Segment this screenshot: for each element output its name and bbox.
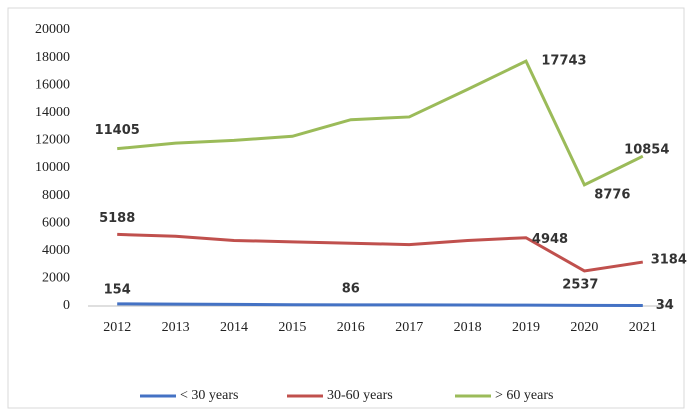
y-tick-label: 14000 [35, 105, 70, 120]
y-tick-label: 12000 [35, 133, 70, 148]
legend-label: 30-60 years [327, 388, 393, 403]
y-tick-label: 0 [63, 298, 70, 313]
data-label: 86 [342, 281, 360, 296]
data-label: 3184 [651, 253, 687, 268]
y-tick-label: 16000 [35, 77, 70, 92]
x-tick-label: 2021 [629, 320, 657, 335]
y-tick-label: 20000 [35, 22, 70, 37]
data-label: 154 [104, 282, 131, 297]
x-tick-label: 2014 [220, 320, 248, 335]
y-tick-label: 4000 [42, 243, 70, 258]
y-tick-label: 8000 [42, 188, 70, 203]
x-tick-label: 2013 [162, 320, 190, 335]
x-tick-label: 2019 [512, 320, 540, 335]
y-tick-label: 10000 [35, 160, 70, 175]
x-tick-label: 2017 [395, 320, 423, 335]
series-line [117, 59, 644, 187]
data-label: 5188 [99, 211, 135, 226]
x-tick-label: 2020 [570, 320, 598, 335]
series-line [117, 232, 644, 273]
x-tick-label: 2018 [454, 320, 482, 335]
legend-label: < 30 years [180, 388, 238, 403]
x-tick-label: 2012 [103, 320, 131, 335]
chart-frame [7, 7, 685, 409]
data-label: 11405 [95, 123, 140, 138]
data-label: 4948 [532, 232, 568, 247]
y-tick-label: 18000 [35, 50, 70, 65]
data-label: 17743 [541, 54, 586, 69]
legend-label: > 60 years [495, 388, 553, 403]
y-tick-label: 6000 [42, 215, 70, 230]
data-label: 8776 [594, 187, 630, 202]
data-label: 10854 [624, 143, 669, 158]
x-tick-label: 2016 [337, 320, 365, 335]
data-label: 34 [656, 298, 674, 313]
x-tick-label: 2015 [278, 320, 306, 335]
y-tick-label: 2000 [42, 271, 70, 286]
series-line [117, 302, 643, 308]
data-label: 2537 [562, 277, 598, 292]
